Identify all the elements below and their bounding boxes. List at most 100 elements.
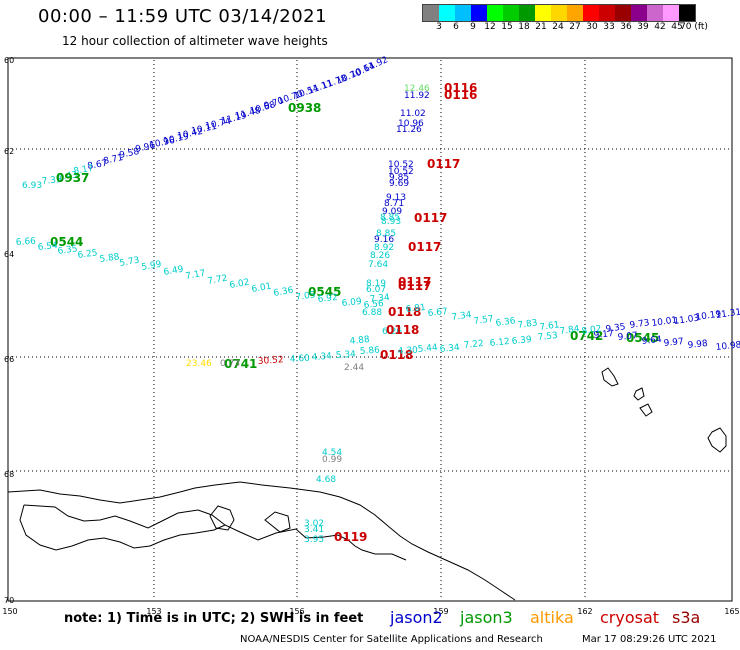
pass-time-label: 0938 <box>288 101 321 115</box>
coastline <box>7 367 727 601</box>
credit-text: NOAA/NESDIS Center for Satellite Applica… <box>240 634 543 645</box>
wave-height-label: 8.02 <box>581 324 602 337</box>
wave-height-label: 4.30 <box>398 346 419 357</box>
color-scale-label: 15 <box>501 22 513 32</box>
color-scale-label: 33 <box>603 22 615 32</box>
color-swatch <box>455 5 471 21</box>
wave-height-label: 5.88 <box>99 252 121 265</box>
color-scale-label: 30 <box>586 22 598 32</box>
wave-height-label: 9.85 <box>389 173 409 183</box>
timestamp-text: Mar 17 08:29:26 UTC 2021 <box>582 634 717 645</box>
wave-height-label: 9.35 <box>605 322 626 335</box>
wave-height-label: 7.22 <box>463 339 484 351</box>
pass-time-label: 0544 <box>50 235 83 249</box>
wave-height-label: 10.52 <box>388 167 414 177</box>
wave-height-label: 9.98 <box>687 339 708 351</box>
color-swatch <box>631 5 647 21</box>
wave-height-label: 3.95 <box>304 535 324 545</box>
wave-height-label: 9.09 <box>382 207 402 217</box>
wave-height-label: 8.71 <box>384 199 404 209</box>
color-swatch <box>615 5 631 21</box>
wave-height-label: 6.07 <box>366 285 386 295</box>
map-subtitle: 12 hour collection of altimeter wave hei… <box>62 34 328 48</box>
wave-height-label: 11.02 <box>400 109 426 119</box>
wave-height-label: 6.39 <box>511 335 532 347</box>
color-scale-label: 6 <box>453 22 459 32</box>
wave-height-label: 30.52 <box>258 355 284 367</box>
pass-time-label: 0545 <box>308 285 341 299</box>
pass-time-label: 0118 <box>380 348 413 362</box>
color-swatch <box>583 5 599 21</box>
color-swatch <box>535 5 551 21</box>
wave-height-label: 9.13 <box>386 193 406 203</box>
wave-height-label: 0.73 <box>220 359 240 369</box>
color-swatch <box>567 5 583 21</box>
legend-altika: altika <box>530 608 574 627</box>
color-scale-label: 70 (ft) <box>680 22 708 32</box>
pass-time-label: 0117 <box>408 240 441 254</box>
wave-height-label: 7.84 <box>559 324 581 337</box>
wave-height-label: 8.93 <box>381 217 401 227</box>
wave-height-label: 10.19 <box>695 309 722 323</box>
wave-height-label: 6.09 <box>341 297 362 309</box>
wave-height-label: 7.43 <box>57 170 78 183</box>
wave-height-label: 9.16 <box>374 235 394 245</box>
color-swatch <box>551 5 567 21</box>
color-scale-label: 39 <box>637 22 649 32</box>
color-scale-label: 27 <box>569 22 581 32</box>
longitude-label: 159 <box>433 607 449 616</box>
wave-height-label: 6.67 <box>427 307 448 319</box>
wave-height-label: 6.36 <box>495 316 517 329</box>
color-scale-labels: 3 6 9 12 15 18 21 24 27 30 33 36 39 42 45 70 (ft) <box>422 22 740 36</box>
wave-height-label: 5.99 <box>141 260 163 273</box>
wave-height-label: 7.83 <box>517 318 538 331</box>
wave-height-label: 8.19 <box>366 279 386 289</box>
latitude-label: 62 <box>4 147 15 156</box>
color-scale-label: 3 <box>436 22 442 32</box>
wave-height-label: 6.36 <box>273 286 295 299</box>
wave-height-label: 7.34 <box>369 293 390 305</box>
legend-jason3: jason3 <box>460 608 513 627</box>
color-scale-bar <box>422 4 696 22</box>
wave-height-label: 7.17 <box>185 269 206 282</box>
wave-height-label: 7.64 <box>368 260 388 270</box>
wave-height-label: 10.52 <box>388 160 414 170</box>
wave-height-label: 2.44 <box>344 363 364 373</box>
pass-time-label: 0741 <box>224 357 257 371</box>
pass-time-label: 0116 <box>444 81 477 95</box>
longitude-label: 150 <box>2 607 18 616</box>
pass-time-label: 0119 <box>334 530 367 544</box>
color-scale-label: 42 <box>654 22 666 32</box>
map-title: 00:00 – 11:59 UTC 03/14/2021 <box>38 6 328 27</box>
wave-height-label: 9.73 <box>629 318 650 331</box>
wave-height-label: 8.67 <box>87 159 108 172</box>
pass-time-label: 0116 <box>444 88 477 102</box>
wave-height-label: 7.72 <box>207 274 228 287</box>
pass-time-label: 0545 <box>626 331 659 345</box>
wave-height-label: 6.93 <box>22 181 42 191</box>
wave-height-label: 6.34 <box>439 343 460 355</box>
pass-time-label: 0117 <box>398 275 431 289</box>
wave-height-label: 4.88 <box>349 335 370 347</box>
wave-height-label: 9.97 <box>663 337 684 349</box>
wave-height-label: 8.92 <box>374 243 394 253</box>
wave-height-label: 9.64 <box>641 335 662 347</box>
pass-time-label: 0118 <box>388 305 421 319</box>
wave-height-label: 7.35 <box>41 175 62 187</box>
wave-height-label: 7.57 <box>473 314 494 327</box>
latitude-label: 66 <box>4 355 15 364</box>
pass-time-label: 0742 <box>570 329 603 343</box>
longitude-label: 165 <box>724 607 740 616</box>
wave-height-label: 7.05 <box>295 290 316 303</box>
wave-height-label: 6.12 <box>489 337 510 349</box>
wave-height-label: 6.35 <box>57 244 78 257</box>
wave-height-label: 6.01 <box>251 282 272 295</box>
wave-height-label: 11.92 <box>404 91 430 101</box>
wave-height-label: 5.73 <box>119 256 140 269</box>
wave-height-label: 7.53 <box>537 331 558 343</box>
wave-height-label: 7.61 <box>539 320 560 333</box>
pass-time-label: 0118 <box>386 323 419 337</box>
wave-height-label: 10.98 <box>715 340 740 353</box>
color-scale-label: 45 <box>671 22 683 32</box>
